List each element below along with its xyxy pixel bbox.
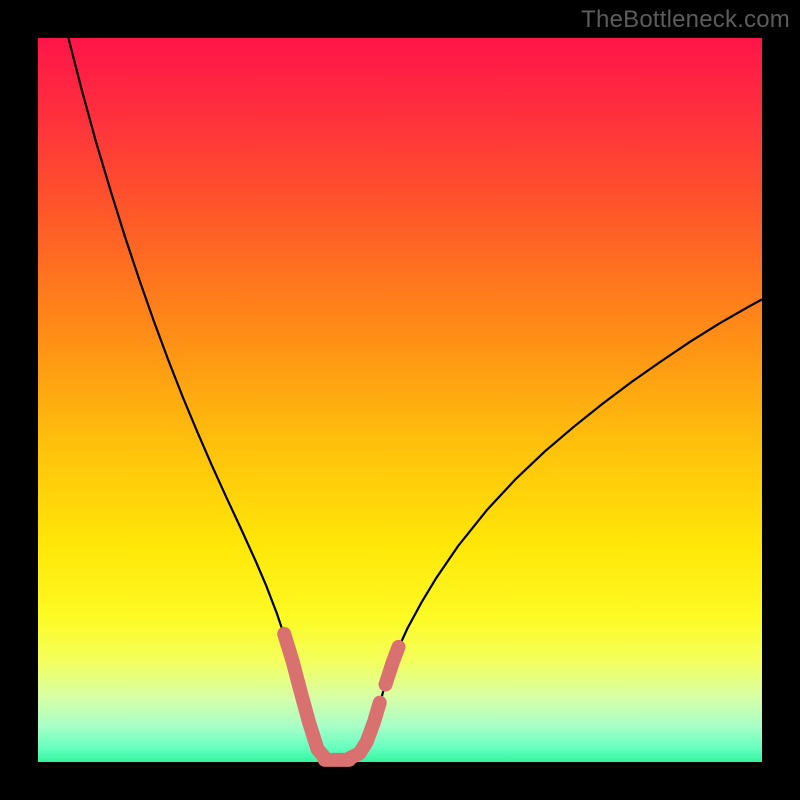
watermark-label: TheBottleneck.com — [581, 6, 790, 34]
stage: TheBottleneck.com — [0, 0, 800, 800]
bottleneck-chart — [0, 0, 800, 800]
